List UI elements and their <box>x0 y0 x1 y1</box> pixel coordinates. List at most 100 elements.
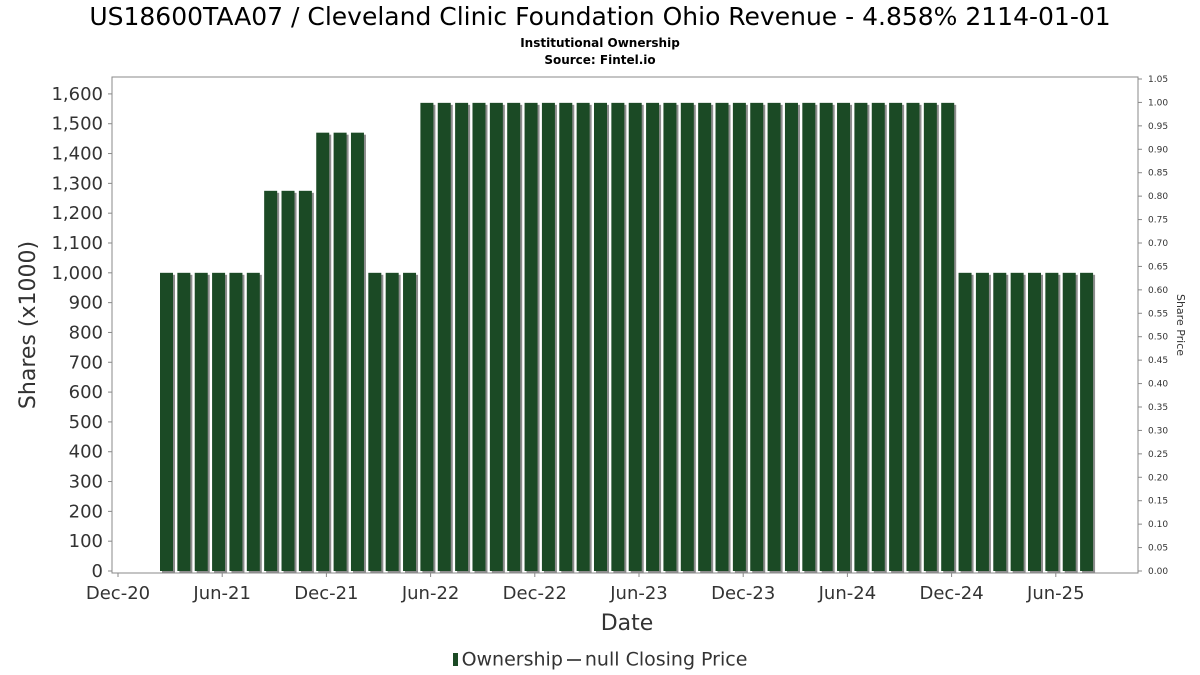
y2-tick-label: 0.95 <box>1148 122 1168 132</box>
y-tick-label: 1,100 <box>51 233 103 254</box>
bar <box>663 102 677 571</box>
y2-tick-label: 0.50 <box>1148 333 1168 343</box>
bar <box>160 272 173 571</box>
legend-label-closing-price: null Closing Price <box>584 648 748 671</box>
legend-label-ownership: Ownership <box>461 648 563 671</box>
bar <box>1080 272 1094 571</box>
y-tick-label: 1,000 <box>51 263 103 284</box>
x-tick-label: Jun-21 <box>192 583 251 604</box>
chart-subtitle: Institutional Ownership <box>520 36 680 50</box>
y-tick-label: 500 <box>69 412 103 433</box>
y2-tick-label: 0.70 <box>1148 239 1168 249</box>
bar <box>350 132 364 571</box>
bar <box>854 102 868 571</box>
bar <box>767 102 781 571</box>
bar <box>316 132 330 571</box>
chart-source: Source: Fintel.io <box>544 53 656 67</box>
bars-group <box>160 102 1096 573</box>
bar <box>611 102 625 571</box>
legend-swatch-ownership <box>452 653 458 666</box>
bar <box>455 102 469 571</box>
bar <box>958 272 972 571</box>
bar <box>1062 272 1076 571</box>
bar <box>489 102 503 571</box>
bar <box>403 272 417 571</box>
bar <box>628 102 642 571</box>
y-tick-label: 900 <box>69 293 103 314</box>
bar <box>298 190 312 571</box>
bar <box>1045 272 1059 571</box>
bar <box>732 102 746 571</box>
y2-tick-label: 0.75 <box>1148 216 1168 226</box>
y-tick-label: 300 <box>69 472 103 493</box>
bar <box>507 102 521 571</box>
bar <box>385 272 399 571</box>
bar <box>680 102 694 571</box>
bar <box>246 272 260 571</box>
bar <box>1028 272 1041 571</box>
bar <box>212 272 226 571</box>
bar <box>941 102 955 571</box>
y-tick-label: 600 <box>69 382 103 403</box>
bar <box>993 272 1007 571</box>
y2-tick-label: 1.05 <box>1148 75 1168 85</box>
y2-tick-label: 0.20 <box>1148 473 1168 483</box>
y-tick-label: 800 <box>69 322 103 343</box>
y2-axis: 0.00 0.05 0.10 0.15 0.20 0.25 0.30 0.35 0.40 0.45… <box>1138 75 1168 577</box>
y2-tick-label: 0.80 <box>1148 192 1168 202</box>
bar <box>837 102 851 571</box>
bar <box>715 102 729 571</box>
bar <box>368 272 382 571</box>
bar <box>819 102 833 571</box>
bar <box>576 102 590 571</box>
x-tick-label: Dec-22 <box>503 583 567 604</box>
bar <box>1010 272 1024 571</box>
y-tick-label: 1,200 <box>51 203 103 224</box>
bar <box>784 102 798 571</box>
bar <box>646 102 660 571</box>
bar <box>264 190 278 571</box>
y2-tick-label: 0.10 <box>1148 520 1168 530</box>
bar <box>923 102 937 571</box>
bar <box>889 102 903 571</box>
x-tick-label: Jun-23 <box>609 583 668 604</box>
y-tick-label: 1,300 <box>51 173 103 194</box>
y-axis-label: Shares (x1000) <box>16 241 41 409</box>
bar <box>177 272 191 571</box>
bar <box>750 102 764 571</box>
y2-tick-label: 0.55 <box>1148 309 1168 319</box>
y2-tick-label: 0.35 <box>1148 403 1168 413</box>
bar <box>281 190 295 571</box>
y2-tick-label: 0.85 <box>1148 169 1168 179</box>
x-axis-label: Date <box>601 611 654 636</box>
bar <box>541 102 555 571</box>
y-tick-label: 400 <box>69 442 103 463</box>
y2-tick-label: 1.00 <box>1148 98 1168 108</box>
chart-title: US18600TAA07 / Cleveland Clinic Foundati… <box>89 2 1111 31</box>
x-tick-label: Jun-22 <box>401 583 460 604</box>
y2-tick-label: 0.05 <box>1148 544 1168 554</box>
bar <box>975 272 989 571</box>
legend-swatch-closing-price <box>566 658 581 661</box>
y-axis: 0 100 200 300 400 500 600 700 800 900 1,000 1,100 1,… <box>51 84 112 582</box>
bar <box>698 102 712 571</box>
x-tick-label: Dec-23 <box>711 583 775 604</box>
y-tick-label: 0 <box>92 561 103 582</box>
bar <box>472 102 486 571</box>
bar <box>871 102 885 571</box>
y2-tick-label: 0.30 <box>1148 426 1168 436</box>
x-tick-label: Jun-25 <box>1026 583 1085 604</box>
y2-axis-label: Share Price <box>1174 294 1187 356</box>
y-tick-label: 1,400 <box>51 144 103 165</box>
bar <box>229 272 243 571</box>
y-tick-label: 1,500 <box>51 114 103 135</box>
bar <box>594 102 607 571</box>
bar <box>524 102 538 571</box>
bar <box>559 102 573 571</box>
x-tick-label: Dec-24 <box>919 583 983 604</box>
x-axis: Dec-20 Jun-21 Dec-21 Jun-22 Dec-22 Jun-23 Dec-… <box>86 573 1085 604</box>
y2-tick-label: 0.25 <box>1148 450 1168 460</box>
y2-tick-label: 0.60 <box>1148 286 1168 296</box>
y2-tick-label: 0.65 <box>1148 262 1168 272</box>
